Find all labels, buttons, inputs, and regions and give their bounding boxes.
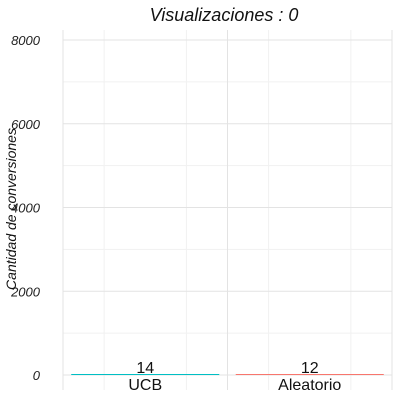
bar-ucb [71, 374, 220, 375]
y-tick-label: 4000 [11, 201, 41, 216]
y-tick-label: 8000 [11, 33, 41, 48]
x-axis-ticks: UCB Aleatorio [128, 377, 341, 394]
data-label: 12 [301, 360, 319, 377]
bar-aleatorio [235, 374, 384, 375]
x-tick-label: UCB [128, 377, 162, 394]
y-tick-label: 0 [33, 368, 41, 383]
y-axis-ticks: 0 2000 4000 6000 8000 [10, 33, 41, 383]
y-tick-label: 2000 [10, 284, 41, 299]
bars [71, 374, 384, 375]
data-label: 14 [136, 360, 154, 377]
x-tick-label: Aleatorio [278, 377, 341, 394]
data-labels: 14 12 [136, 360, 318, 377]
grid-lines [62, 30, 393, 390]
chart-title: Visualizaciones : 0 [150, 5, 299, 25]
y-axis-title: Cantidad de conversiones [3, 128, 19, 290]
y-tick-label: 6000 [11, 117, 41, 132]
